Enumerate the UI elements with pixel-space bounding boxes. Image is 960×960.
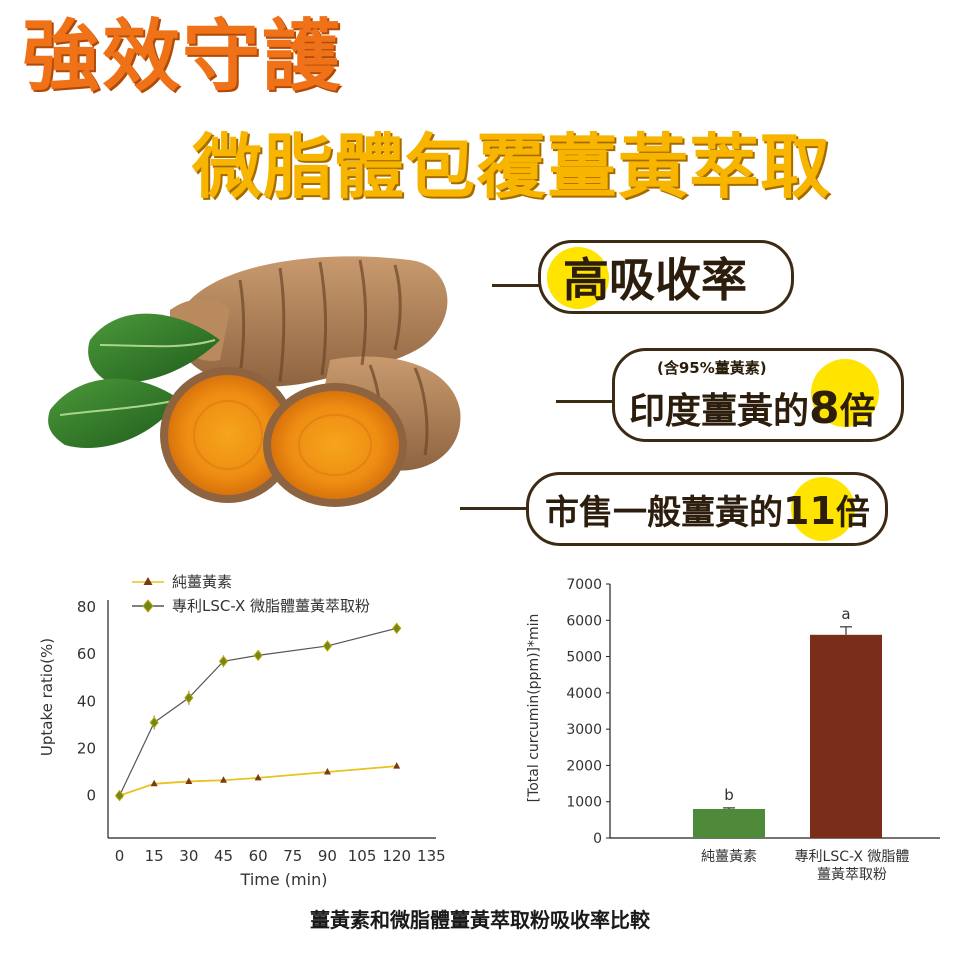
badge-text: 高吸收率: [563, 253, 747, 307]
badge-suffix: 倍: [839, 391, 876, 432]
badge-note: (含95%薑黃素): [657, 359, 767, 377]
series-line: [119, 765, 397, 797]
data-point: [184, 691, 194, 704]
x-tick-label: 0: [115, 847, 125, 865]
data-point: [114, 789, 125, 802]
x-tick-label: 45: [214, 847, 233, 865]
significance-label: a: [841, 605, 850, 623]
x-tick-label: 60: [249, 847, 268, 865]
data-point: [219, 776, 227, 783]
badge-highlight-circle: [791, 477, 855, 541]
data-point: [150, 779, 158, 787]
data-point: [218, 655, 229, 668]
x-tick-label: 105: [348, 847, 377, 865]
badge-suffix: 倍: [835, 492, 870, 533]
badge-connector-1: [492, 284, 540, 287]
y-tick-label: 1000: [566, 795, 602, 811]
y-tick-label: 40: [77, 692, 96, 710]
y-tick-label: 0: [593, 831, 602, 847]
y-tick-label: 20: [77, 739, 96, 757]
data-point: [149, 716, 159, 729]
badge-highlight-circle: [811, 359, 879, 427]
badge-prefix: 印度薑黃的: [629, 391, 810, 432]
uptake-line-chart: 0 15 30 45 60 75 90 105 120 135 0 20 40 60 80 純薑黃素專利LS…: [38, 573, 446, 889]
data-point: [254, 773, 262, 781]
data-point: [322, 640, 333, 652]
x-tick-label: 135: [417, 847, 446, 865]
category-label: 專利LSC-X 微脂體: [795, 849, 910, 865]
legend-label: 專利LSC-X 微脂體薑黃萃取粉: [172, 597, 370, 615]
legend-marker: [142, 599, 154, 613]
y-axis-label: Uptake ratio(%): [38, 638, 56, 756]
category-label: 純薑黃素: [701, 849, 757, 865]
headline-secondary: 微脂體包覆薑黃萃取: [192, 126, 831, 208]
y-tick-label: 0: [86, 787, 96, 805]
badge-prefix: 市售一般薑黃的: [545, 492, 783, 533]
x-axis-label: Time (min): [240, 870, 328, 889]
turmeric-slice-right: [263, 383, 407, 507]
x-tick-label: 75: [283, 847, 302, 865]
y-tick-label: 2000: [566, 758, 602, 774]
bar: [693, 808, 765, 838]
headline-primary: 強效守護: [22, 12, 343, 102]
badge-connector-2: [556, 400, 616, 403]
badge-high-absorption: 高吸收率: [538, 240, 794, 314]
badge-connector-3: [460, 507, 530, 510]
badge-highlight-number: 11: [783, 488, 836, 533]
turmeric-root: [170, 256, 461, 471]
y-tick-label: 60: [77, 645, 96, 663]
bar: [810, 634, 882, 838]
y-tick-label: 80: [77, 598, 96, 616]
turmeric-illustration: [48, 256, 461, 507]
badge-highlight-number: 8: [809, 383, 840, 434]
y-tick-label: 6000: [566, 613, 602, 629]
data-point: [392, 622, 402, 635]
x-tick-label: 90: [318, 847, 337, 865]
y-tick-label: 3000: [566, 722, 602, 738]
turmeric-slice-left: [160, 367, 296, 503]
y-tick-label: 4000: [566, 686, 602, 702]
badge-highlight-circle: [547, 247, 609, 309]
badge-indian-turmeric: (含95%薑黃素) 印度薑黃的8倍: [612, 348, 904, 442]
y-tick-label: 5000: [566, 650, 602, 666]
x-tick-label: 15: [145, 847, 164, 865]
chart-caption: 薑黃素和微脂體薑黃萃取粉吸收率比較: [310, 908, 650, 932]
data-point: [185, 777, 193, 784]
x-tick-label: 30: [179, 847, 198, 865]
data-point: [253, 649, 263, 662]
y-tick-label: 7000: [566, 577, 602, 593]
significance-label: b: [724, 786, 734, 804]
turmeric-leaves: [48, 313, 220, 448]
legend-marker: [143, 577, 153, 585]
total-curcumin-bar-chart: 0 1000 2000 3000 4000 5000 6000 7000 b 純薑黃素 a 專利LS…: [526, 577, 940, 883]
y-axis-label: [Total curcumin(ppm)]*min: [526, 614, 542, 803]
badge-market-turmeric: 市售一般薑黃的11倍: [526, 472, 888, 546]
data-point: [323, 768, 331, 775]
legend-label: 純薑黃素: [172, 573, 232, 591]
data-point: [393, 762, 401, 769]
x-tick-label: 120: [382, 847, 411, 865]
category-label: 薑黃萃取粉: [817, 867, 887, 883]
